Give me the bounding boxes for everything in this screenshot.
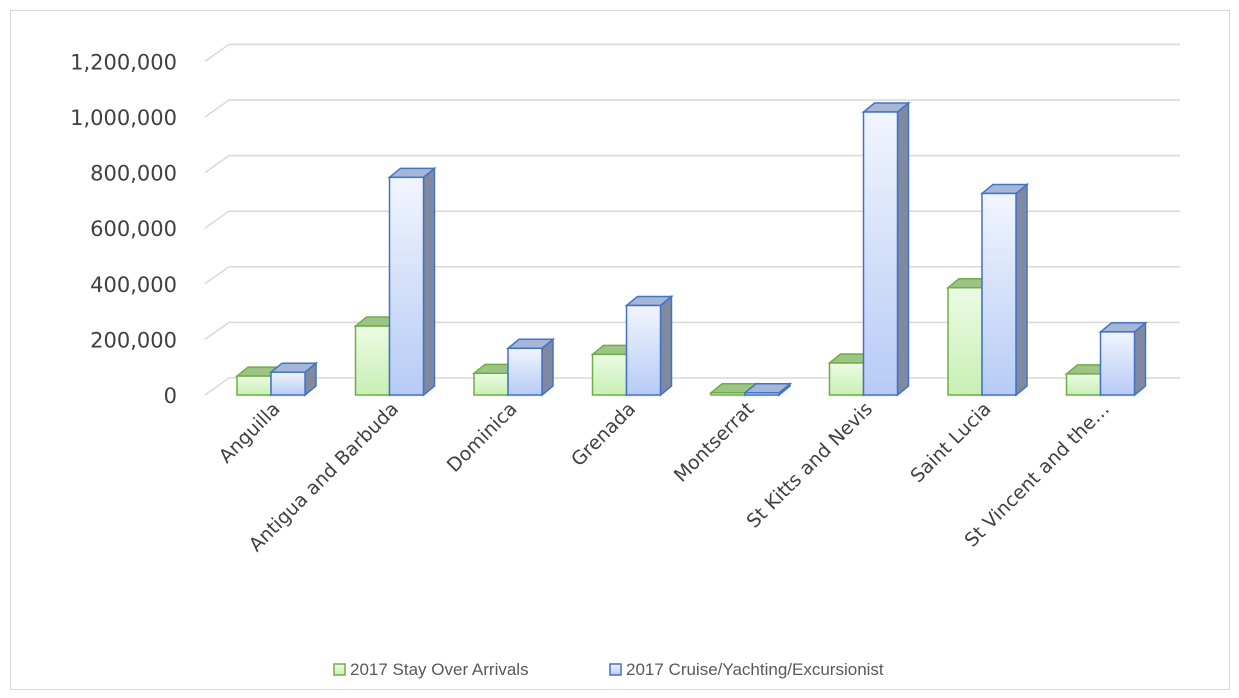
bar-side <box>896 101 910 397</box>
bar-front <box>828 362 865 396</box>
bar-front <box>1099 331 1136 396</box>
bar-front <box>473 372 509 396</box>
y-tick-label: 200,000 <box>90 328 177 352</box>
x-tick-label: Saint Lucia <box>906 398 995 487</box>
y-tick-label: 400,000 <box>90 273 177 297</box>
y-tick-label: 1,200,000 <box>70 50 177 74</box>
bar <box>979 182 1030 397</box>
bar-front <box>591 353 628 396</box>
bar-front <box>710 392 746 396</box>
gridline <box>204 43 1180 63</box>
bar <box>624 294 674 397</box>
x-tick-label: Anguilla <box>215 398 285 468</box>
bar-front <box>947 286 983 396</box>
bar-front <box>625 304 662 396</box>
bar-front <box>981 192 1017 396</box>
bar-front <box>744 392 780 396</box>
bar <box>861 101 911 397</box>
bar <box>387 166 437 397</box>
y-tick-label: 0 <box>164 384 177 408</box>
bar-front <box>236 375 272 396</box>
y-tick-label: 800,000 <box>90 162 177 186</box>
y-tick-label: 1,000,000 <box>70 106 177 130</box>
legend-label-stay-over: 2017 Stay Over Arrivals <box>350 660 529 679</box>
bar-side <box>422 166 436 397</box>
x-tick-label: St Kitts and Nevis <box>743 398 878 533</box>
bar-front <box>1065 373 1102 396</box>
x-tick-label: Montserrat <box>670 398 759 487</box>
gridline <box>204 321 1180 341</box>
bar-front <box>388 176 425 396</box>
legend-label-cruise: 2017 Cruise/Yachting/Excursionist <box>626 660 884 679</box>
gridline <box>204 266 1180 285</box>
bar <box>505 337 556 397</box>
gridline <box>204 154 1180 174</box>
legend-swatch-cruise <box>609 663 622 676</box>
gridline <box>204 99 1180 118</box>
bar-side <box>1133 321 1147 397</box>
gridline <box>204 210 1180 229</box>
x-tick-label: Grenada <box>567 398 640 471</box>
y-axis: 0 200,000 400,000 600,000 800,000 1,000,000 1,… <box>70 50 177 408</box>
bar-front <box>862 111 899 396</box>
x-tick-label: Dominica <box>443 398 522 477</box>
bar <box>742 382 793 397</box>
bar-side <box>1015 182 1028 397</box>
bar <box>1098 321 1148 397</box>
bar-front <box>354 325 391 396</box>
bar <box>268 361 319 397</box>
bar-front <box>507 347 543 396</box>
legend: 2017 Stay Over Arrivals 2017 Cruise/Yach… <box>333 660 884 679</box>
legend-swatch-stay-over <box>333 663 346 676</box>
bar-side <box>659 294 673 397</box>
bars <box>225 101 1159 400</box>
gridlines <box>204 43 1180 396</box>
bar-front <box>270 371 306 396</box>
y-tick-label: 600,000 <box>90 217 177 241</box>
